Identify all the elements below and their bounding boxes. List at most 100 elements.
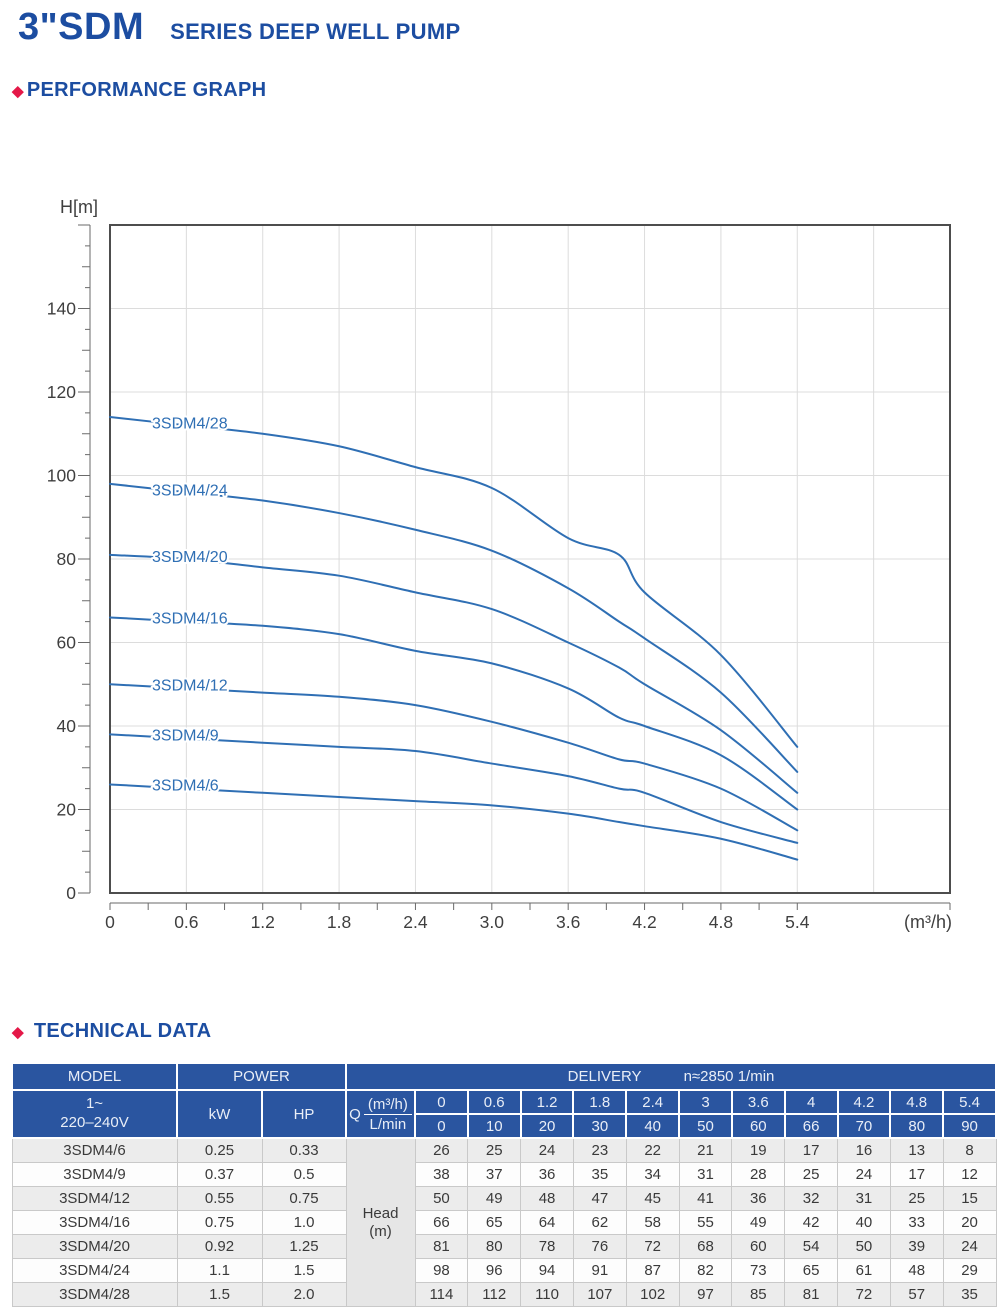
q-value-header-cell: 3: [678, 1089, 733, 1115]
kw-cell: 0.37: [176, 1162, 263, 1187]
pump-curve-3sdm4-9: [109, 733, 799, 844]
curve-label: 3SDM4/24: [152, 482, 228, 499]
head-value-cell: 81: [784, 1282, 839, 1307]
head-value-cell: 57: [889, 1282, 944, 1307]
y-tick-label: 0: [66, 883, 76, 903]
head-value-cell: 45: [625, 1186, 680, 1211]
head-value-cell: 40: [837, 1210, 891, 1235]
head-value-cell: 60: [731, 1234, 786, 1259]
kw-cell: 1.1: [176, 1258, 263, 1283]
voltage-phase: 1~: [85, 1095, 104, 1113]
head-value-cell: 47: [572, 1186, 627, 1211]
head-value-cell: 17: [889, 1162, 944, 1187]
head-value-cell: 114: [414, 1282, 469, 1307]
x-tick-label: 4.8: [709, 912, 733, 932]
hp-cell: 1.25: [261, 1234, 347, 1259]
head-value-cell: 76: [572, 1234, 627, 1259]
x-tick-label: 1.8: [327, 912, 351, 932]
head-value-cell: 41: [678, 1186, 733, 1211]
head-value-cell: 31: [678, 1162, 733, 1187]
lmin-value-header-cell: 80: [889, 1113, 945, 1139]
head-value-cell: 49: [467, 1186, 522, 1211]
lmin-value-header-cell: 50: [678, 1113, 733, 1139]
head-value-cell: 68: [678, 1234, 733, 1259]
model-cell: 3SDM4/24: [11, 1258, 178, 1283]
head-value-cell: 25: [889, 1186, 944, 1211]
head-value-cell: 35: [572, 1162, 627, 1187]
head-value-cell: 32: [784, 1186, 839, 1211]
head-value-cell: 23: [572, 1137, 627, 1163]
head-value-cell: 39: [889, 1234, 944, 1259]
q-value-header-cell: 5.4: [942, 1089, 997, 1115]
hp-header-cell: HP: [260, 1089, 348, 1139]
head-unit: (m): [369, 1222, 392, 1240]
pump-curve-3sdm4-20: [109, 553, 799, 794]
kw-cell: 1.5: [176, 1282, 263, 1307]
head-value-cell: 34: [625, 1162, 680, 1187]
head-value-cell: 36: [520, 1162, 574, 1187]
head-value-cell: 72: [625, 1234, 680, 1259]
head-value-cell: 65: [467, 1210, 522, 1235]
y-tick-label: 60: [57, 633, 77, 653]
lmin-value-header-cell: 90: [942, 1113, 997, 1139]
y-tick-label: 20: [57, 800, 77, 820]
head-value-cell: 28: [731, 1162, 786, 1187]
y-tick-label: 80: [57, 549, 77, 569]
x-tick-label: 4.2: [632, 912, 656, 932]
head-value-cell: 12: [942, 1162, 997, 1187]
head-value-cell: 80: [467, 1234, 522, 1259]
head-value-cell: 48: [520, 1186, 574, 1211]
q-value-header-cell: 3.6: [730, 1089, 786, 1115]
head-value-cell: 24: [942, 1234, 997, 1259]
hp-cell: 1.0: [261, 1210, 347, 1235]
y-tick-label: 40: [57, 716, 77, 736]
curve-label: 3SDM4/9: [152, 728, 219, 745]
head-value-cell: 38: [414, 1162, 469, 1187]
head-value-cell: 50: [414, 1186, 469, 1211]
head-value-cell: 25: [784, 1162, 839, 1187]
head-value-cell: 8: [942, 1137, 997, 1163]
head-value-cell: 54: [784, 1234, 839, 1259]
speed-note: n≈2850 1/min: [683, 1068, 775, 1085]
head-value-cell: 72: [837, 1282, 891, 1307]
head-value-cell: 22: [625, 1137, 680, 1163]
kw-cell: 0.92: [176, 1234, 263, 1259]
technical-data-heading-label: TECHNICAL DATA: [33, 1020, 212, 1042]
lmin-value-header-cell: 0: [414, 1113, 469, 1139]
head-value-cell: 55: [678, 1210, 733, 1235]
x-axis-unit-label: (m³/h): [904, 912, 952, 932]
lmin-values-header-row: 0 10 20 30 40 50 60 66 70 80 90: [12, 1113, 997, 1139]
table-row: 3SDM4/9 0.37 0.5 38 37 36 35 34 31 28 25 24 17 12: [11, 1162, 997, 1187]
performance-graph-heading: ◆ PERFORMANCE GRAPH: [12, 79, 266, 102]
q-value-header-cell: 2.4: [625, 1089, 681, 1115]
head-value-cell: 91: [572, 1258, 627, 1283]
x-tick-label: 3.6: [556, 912, 580, 932]
performance-chart: 0 20 40 60 80 100 120 140 0 0.6 1.2 1.8 2.4 3.0 3.6 4.2…: [47, 197, 952, 932]
head-value-cell: 35: [942, 1282, 997, 1307]
head-value-cell: 49: [731, 1210, 786, 1235]
head-value-cell: 20: [942, 1210, 997, 1235]
head-label: Head: [362, 1205, 399, 1223]
hp-cell: 0.75: [261, 1186, 347, 1211]
head-value-cell: 110: [520, 1282, 574, 1307]
pump-curve-3sdm4-16: [109, 616, 799, 811]
voltage-range: 220–240V: [60, 1114, 129, 1131]
head-value-cell: 16: [837, 1137, 891, 1163]
head-value-cell: 61: [837, 1258, 891, 1283]
head-value-cell: 37: [467, 1162, 522, 1187]
head-value-cell: 25: [467, 1137, 522, 1163]
model-cell: 3SDM4/20: [11, 1234, 178, 1259]
kw-cell: 0.75: [176, 1210, 263, 1235]
head-value-cell: 24: [520, 1137, 574, 1163]
head-value-cell: 21: [678, 1137, 733, 1163]
pump-curve-3sdm4-12: [109, 683, 799, 832]
table-row: 3SDM4/28 1.5 2.0 114 112 110 107 102 97 85 81 72 57 3…: [11, 1282, 997, 1307]
curve-label: 3SDM4/20: [152, 549, 228, 566]
technical-data-table: MODEL POWER DELIVERY n≈2850 1/min 1~ 220–…: [11, 1062, 997, 1307]
flow-unit-lmin: L/min: [369, 1115, 407, 1133]
head-value-cell: 73: [731, 1258, 786, 1283]
head-value-cell: 15: [942, 1186, 997, 1211]
x-tick-label: 0.6: [174, 912, 198, 932]
table-header-row-1: MODEL POWER DELIVERY n≈2850 1/min: [11, 1062, 997, 1091]
